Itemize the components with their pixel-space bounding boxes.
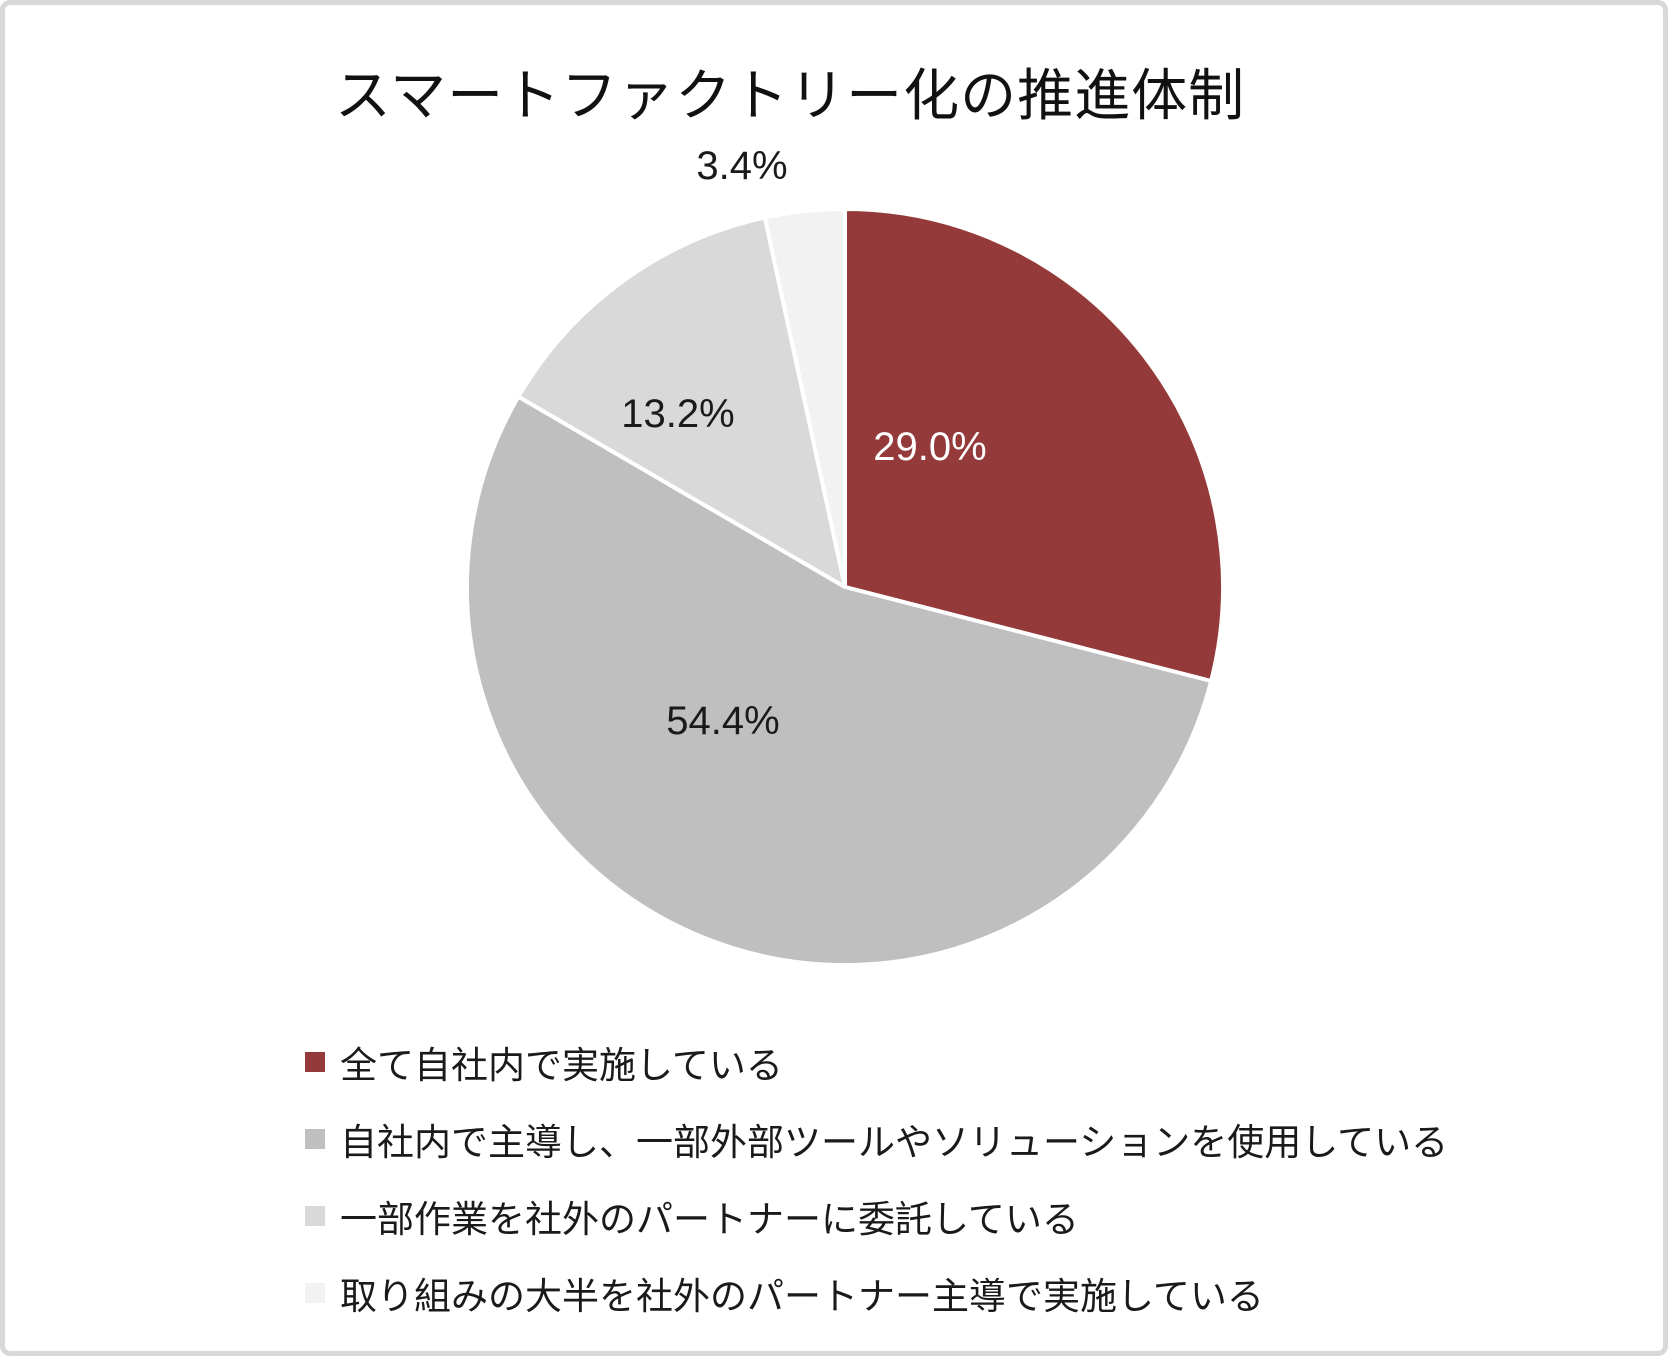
legend-label: 一部作業を社外のパートナーに委託している <box>340 1199 1079 1240</box>
pie-slice-value-label: 3.4% <box>696 144 787 188</box>
legend-item: 全て自社内で実施している <box>305 1027 1565 1097</box>
pie-slice-1 <box>465 394 1214 968</box>
legend-item: 取り組みの大半を社外のパートナー主導で実施している <box>305 1258 1565 1328</box>
pie-slice-3 <box>762 207 847 589</box>
pie-slice-0 <box>843 207 1225 683</box>
pie-slice-value-label: 29.0% <box>873 425 986 469</box>
legend-label: 自社内で主導し、一部外部ツールやソリューションを使用している <box>340 1122 1449 1163</box>
legend-marker-icon <box>305 1283 325 1303</box>
legend: 全て自社内で実施している 自社内で主導し、一部外部ツールやソリューションを使用し… <box>305 1027 1565 1335</box>
pie-slice-2 <box>516 215 847 589</box>
pie-chart: 29.0% 54.4% 13.2% 3.4% <box>465 144 1225 968</box>
pie-slice-value-label: 54.4% <box>666 699 779 743</box>
legend-marker-icon <box>305 1206 325 1226</box>
legend-marker-icon <box>305 1129 325 1149</box>
legend-marker-icon <box>305 1052 325 1072</box>
pie-slice-value-label: 13.2% <box>621 392 734 436</box>
legend-label: 全て自社内で実施している <box>340 1045 783 1086</box>
chart-title: スマートファクトリー化の推進体制 <box>334 64 1246 127</box>
legend-item: 一部作業を社外のパートナーに委託している <box>305 1181 1565 1251</box>
legend-label: 取り組みの大半を社外のパートナー主導で実施している <box>340 1276 1264 1317</box>
legend-item: 自社内で主導し、一部外部ツールやソリューションを使用している <box>305 1104 1565 1174</box>
